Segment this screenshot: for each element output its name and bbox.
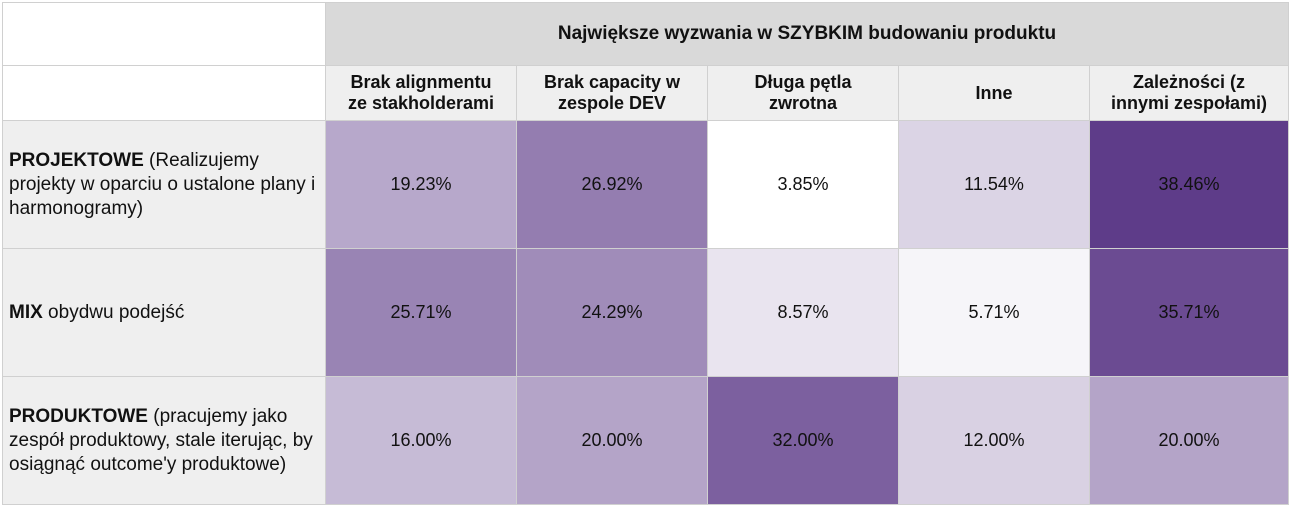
column-header-line: Inne bbox=[975, 82, 1013, 103]
column-header-line: innymi zespołami) bbox=[1110, 93, 1268, 113]
row-header-bold: PROJEKTOWE bbox=[9, 149, 144, 171]
row-header-bold: PRODUKTOWE bbox=[9, 405, 148, 427]
title-row: Największe wyzwania w SZYBKIM budowaniu … bbox=[2, 2, 1289, 66]
column-header: Inne bbox=[898, 65, 1090, 121]
heatmap-cell: 19.23% bbox=[325, 120, 517, 249]
column-header-line: Brak capacity w bbox=[543, 72, 681, 92]
cell-value-label: 8.57% bbox=[777, 302, 829, 322]
column-header-line: Zależności (z bbox=[1132, 72, 1246, 92]
heatmap-cell: 3.85% bbox=[707, 120, 899, 249]
cell-value-label: 16.00% bbox=[390, 430, 452, 450]
cell-value-label: 24.29% bbox=[581, 302, 643, 322]
row-header-desc: (Realizujemy projekty w oparciu o ustalo… bbox=[9, 149, 316, 219]
column-header: Brak alignmentu ze stakholderami bbox=[325, 65, 517, 121]
cell-value-label: 20.00% bbox=[581, 430, 643, 450]
table-row: MIX obydwu podejść 25.71% 24.29% 8.57% 5.71%… bbox=[2, 248, 1289, 377]
chart-title: Największe wyzwania w SZYBKIM budowaniu … bbox=[325, 2, 1289, 66]
cell-value-label: 11.54% bbox=[964, 174, 1024, 194]
column-header: Długa pętla zwrotna bbox=[707, 65, 899, 121]
cell-value-label: 32.00% bbox=[772, 430, 834, 450]
cell-value-label: 38.46% bbox=[1158, 174, 1220, 194]
corner-cell bbox=[2, 65, 326, 121]
heatmap-cell: 5.71% bbox=[898, 248, 1090, 377]
table-row: PRODUKTOWE (pracujemy jako zespół produk… bbox=[2, 376, 1289, 505]
heatmap-cell: 32.00% bbox=[707, 376, 899, 505]
column-header: Brak capacity w zespole DEV bbox=[516, 65, 708, 121]
column-header-line: Brak alignmentu bbox=[350, 72, 492, 92]
table-row: PROJEKTOWE (Realizujemy projekty w oparc… bbox=[2, 120, 1289, 249]
row-header-bold: MIX bbox=[9, 301, 43, 323]
column-header-line: zespole DEV bbox=[557, 93, 667, 113]
heatmap-cell: 20.00% bbox=[516, 376, 708, 505]
cell-value-label: 12.00% bbox=[963, 430, 1025, 450]
cell-value-label: 35.71% bbox=[1158, 302, 1220, 322]
heatmap-cell: 38.46% bbox=[1089, 120, 1289, 249]
row-header-desc: obydwu podejść bbox=[42, 301, 185, 323]
heatmap-cell: 35.71% bbox=[1089, 248, 1289, 377]
row-header: PRODUKTOWE (pracujemy jako zespół produk… bbox=[2, 376, 326, 505]
column-header-row: Brak alignmentu ze stakholderami Brak capa… bbox=[2, 65, 1289, 121]
row-header-desc: (pracujemy jako zespół produktowy, stale… bbox=[9, 405, 313, 475]
heatmap-cell: 26.92% bbox=[516, 120, 708, 249]
cell-value-label: 3.85% bbox=[777, 174, 829, 194]
heatmap-cell: 25.71% bbox=[325, 248, 517, 377]
cell-value-label: 25.71% bbox=[390, 302, 452, 322]
cell-value-label: 5.71% bbox=[968, 302, 1020, 322]
heatmap-cell: 12.00% bbox=[898, 376, 1090, 505]
heatmap-cell: 20.00% bbox=[1089, 376, 1289, 505]
column-header-line: Długa pętla bbox=[754, 72, 852, 92]
column-header-line: zwrotna bbox=[768, 93, 837, 113]
row-header: PROJEKTOWE (Realizujemy projekty w oparc… bbox=[2, 120, 326, 249]
corner-cell bbox=[2, 2, 326, 66]
cell-value-label: 20.00% bbox=[1158, 430, 1220, 450]
cell-value-label: 19.23% bbox=[390, 174, 452, 194]
row-header: MIX obydwu podejść bbox=[2, 248, 326, 377]
heatmap-cell: 11.54% bbox=[898, 120, 1090, 249]
heatmap-cell: 16.00% bbox=[325, 376, 517, 505]
column-header: Zależności (z innymi zespołami) bbox=[1089, 65, 1289, 121]
heatmap-cell: 24.29% bbox=[516, 248, 708, 377]
column-header-line: ze stakholderami bbox=[347, 93, 495, 113]
cell-value-label: 26.92% bbox=[581, 174, 643, 194]
heatmap-cell: 8.57% bbox=[707, 248, 899, 377]
